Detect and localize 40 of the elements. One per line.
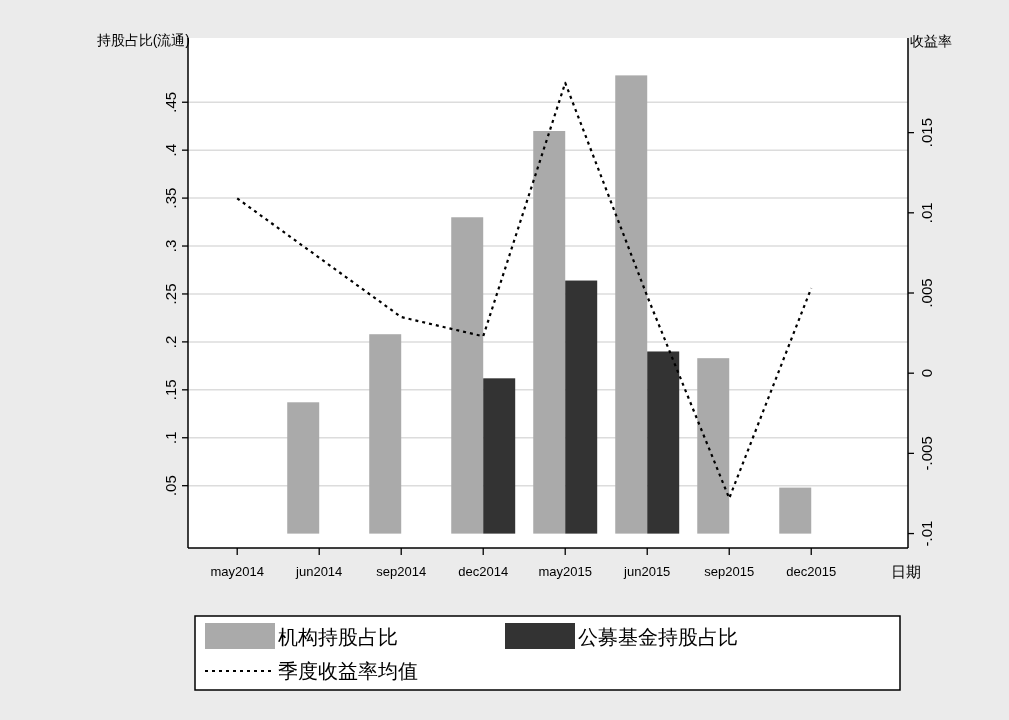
y2-tick-label: .01 <box>918 202 935 224</box>
y2-tick-label: 0 <box>918 369 935 378</box>
bar <box>451 217 484 534</box>
bar <box>369 334 402 534</box>
y-tick-label: .15 <box>162 379 179 401</box>
y-tick-label: .2 <box>162 335 179 349</box>
y-axis-title: 持股占比(流通) <box>96 32 190 48</box>
x-tick-label: may2014 <box>210 564 264 579</box>
y-tick-label: .05 <box>162 475 179 497</box>
y-tick-label: .25 <box>162 283 179 305</box>
y-tick-label: .3 <box>162 239 179 253</box>
bar <box>779 487 812 534</box>
x-tick-label: jun2015 <box>623 564 671 579</box>
y2-tick-label: .005 <box>918 278 935 308</box>
y-tick-label: .35 <box>162 187 179 209</box>
bar <box>697 358 730 534</box>
legend-label: 机构持股占比 <box>278 626 398 648</box>
x-tick-label: sep2014 <box>376 564 427 579</box>
x-tick-label: may2015 <box>538 564 592 579</box>
y2-axis-title: 收益率 <box>910 33 952 49</box>
bar <box>615 75 648 534</box>
bar <box>565 280 598 534</box>
y2-tick-label: -.005 <box>918 436 935 471</box>
y-tick-label: .45 <box>162 91 179 113</box>
y-tick-label: .4 <box>162 143 179 157</box>
x-tick-label: dec2015 <box>786 564 837 579</box>
y2-tick-label: -.01 <box>918 520 935 547</box>
x-axis-title: 日期 <box>891 563 921 580</box>
y-tick-label: .1 <box>162 431 179 445</box>
line-series <box>236 81 813 500</box>
bar <box>647 351 680 534</box>
bar <box>533 130 566 534</box>
x-tick-label: dec2014 <box>458 564 509 579</box>
bar <box>287 402 320 534</box>
legend-label: 季度收益率均值 <box>278 660 418 682</box>
y2-tick-label: .015 <box>918 118 935 148</box>
x-tick-label: jun2014 <box>295 564 343 579</box>
legend-label: 公募基金持股占比 <box>578 626 738 648</box>
x-tick-label: sep2015 <box>704 564 755 579</box>
bar <box>483 378 516 534</box>
